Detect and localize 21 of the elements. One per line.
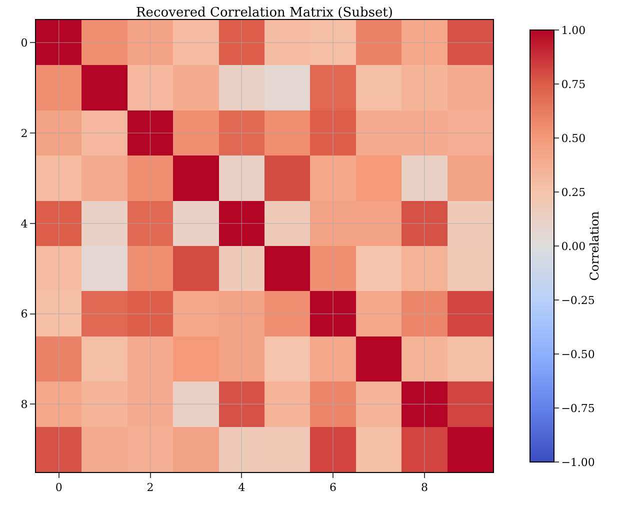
color-bar-label: −0.25 xyxy=(561,294,595,307)
color-bar-label: 0.25 xyxy=(561,186,586,199)
color-bar-label: 0.75 xyxy=(561,78,586,91)
x-tick-label: 4 xyxy=(238,481,246,494)
color-bar-title: Correlation xyxy=(588,210,602,281)
y-tick-label: 0 xyxy=(20,36,28,50)
y-tick-label: 6 xyxy=(20,308,28,321)
color-bar-label: 0.50 xyxy=(561,132,586,145)
y-tick-label: 4 xyxy=(20,217,28,230)
x-tick-label: 2 xyxy=(146,481,154,494)
chart-title: Recovered Correlation Matrix (Subset) xyxy=(136,6,393,21)
x-tick-label: 0 xyxy=(55,481,62,494)
x-tick-label: 8 xyxy=(420,481,428,494)
color-bar-label: −1.00 xyxy=(561,456,595,469)
color-bar-label: 0.00 xyxy=(561,240,586,253)
y-tick-label: 2 xyxy=(20,126,28,140)
x-tick-label: 6 xyxy=(330,481,337,494)
y-tick-label: 8 xyxy=(20,398,28,412)
color-bar-label: −0.50 xyxy=(561,348,595,361)
color-bar-label: −0.75 xyxy=(561,402,595,415)
color-bar-label: 1.00 xyxy=(561,24,586,37)
